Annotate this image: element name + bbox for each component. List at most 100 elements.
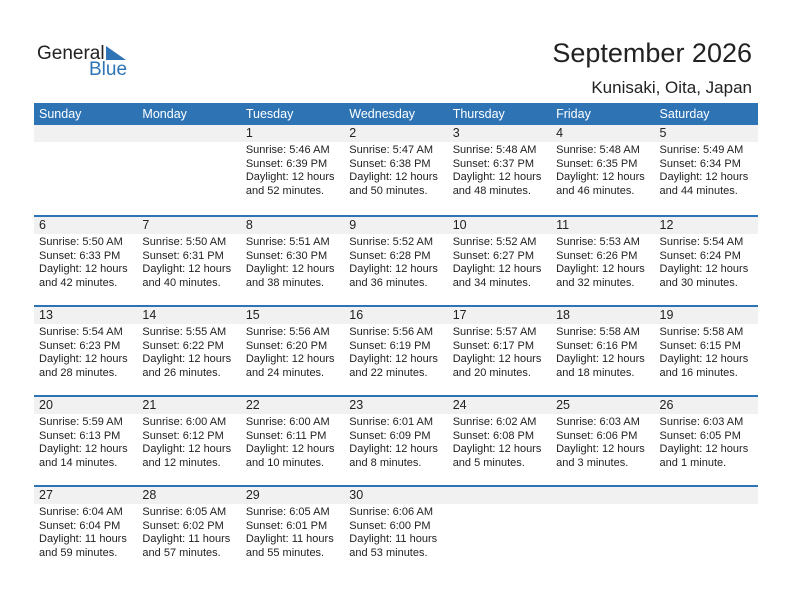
sunset-text: Sunset: 6:39 PM [245,157,328,170]
day-cell: 21 Sunrise: 6:00 AM Sunset: 6:12 PM Dayligh… [137,397,241,485]
week-row: 6 Sunrise: 5:50 AM Sunset: 6:33 PM Daylight… [34,215,758,305]
day-number: 18 [551,307,655,324]
day-cell: 18 Sunrise: 5:58 AM Sunset: 6:16 PM Dayligh… [551,307,655,395]
day-cell: 13 Sunrise: 5:54 AM Sunset: 6:23 PM Dayligh… [34,307,138,395]
daylight2-text: and 16 minutes. [659,366,738,379]
weekday-sunday: Sunday [39,107,82,121]
day-cell: 2 Sunrise: 5:47 AM Sunset: 6:38 PM Daylight… [344,125,448,215]
day-number: 9 [344,217,448,234]
sunset-text: Sunset: 6:35 PM [556,157,638,170]
daylight1-text: Daylight: 12 hours [245,443,335,455]
empty-cell [654,487,758,575]
day-cell: 27 Sunrise: 6:04 AM Sunset: 6:04 PM Dayligh… [34,487,138,575]
daylight2-text: and 34 minutes. [452,276,531,289]
calendar-grid: Sunday Monday Tuesday Wednesday Thursday Frid… [34,103,758,575]
sunrise-text: Sunrise: 5:48 AM [452,144,537,156]
daylight1-text: Daylight: 12 hours [659,171,749,183]
day-number [447,487,552,504]
sunset-text: Sunset: 6:24 PM [659,249,741,262]
daylight2-text: and 50 minutes. [349,184,428,197]
sunset-text: Sunset: 6:34 PM [659,157,741,170]
sunset-text: Sunset: 6:30 PM [245,249,328,262]
daylight1-text: Daylight: 12 hours [556,353,645,365]
day-number: 10 [447,217,552,234]
sunrise-text: Sunrise: 5:55 AM [142,326,227,338]
daylight2-text: and 20 minutes. [452,366,531,379]
day-number: 12 [654,217,758,234]
sunset-text: Sunset: 6:13 PM [39,429,121,442]
daylight2-text: and 22 minutes. [349,366,428,379]
daylight2-text: and 48 minutes. [452,184,531,197]
daylight1-text: Daylight: 12 hours [556,263,645,275]
sunrise-text: Sunrise: 5:54 AM [39,326,123,338]
sunrise-text: Sunrise: 5:57 AM [452,326,537,338]
sunset-text: Sunset: 6:17 PM [452,339,535,352]
sunrise-text: Sunrise: 6:03 AM [659,416,744,428]
sunrise-text: Sunrise: 5:51 AM [245,236,330,248]
sunset-text: Sunset: 6:26 PM [556,249,638,262]
daylight1-text: Daylight: 12 hours [349,263,438,275]
daylight2-text: and 14 minutes. [39,456,118,469]
day-number: 29 [240,487,345,504]
day-cell: 11 Sunrise: 5:53 AM Sunset: 6:26 PM Dayligh… [551,217,655,305]
sunset-text: Sunset: 6:11 PM [245,429,327,442]
daylight1-text: Daylight: 12 hours [349,171,438,183]
logo-text-blue: Blue [89,59,128,80]
sunrise-text: Sunrise: 6:02 AM [452,416,537,428]
sunset-text: Sunset: 6:15 PM [659,339,741,352]
day-cell: 22 Sunrise: 6:00 AM Sunset: 6:11 PM Dayligh… [240,397,345,485]
daylight1-text: Daylight: 12 hours [452,443,542,455]
weekday-saturday: Saturday [659,107,710,121]
day-number: 14 [137,307,241,324]
day-number: 26 [654,397,758,414]
daylight1-text: Daylight: 12 hours [452,263,542,275]
sunrise-text: Sunrise: 6:00 AM [245,416,330,428]
daylight2-text: and 5 minutes. [452,456,525,469]
day-cell: 9 Sunrise: 5:52 AM Sunset: 6:28 PM Daylight… [344,217,448,305]
daylight2-text: and 52 minutes. [245,184,325,197]
sunset-text: Sunset: 6:19 PM [349,339,431,352]
sunset-text: Sunset: 6:09 PM [349,429,431,442]
day-number: 15 [240,307,345,324]
day-number [137,125,241,142]
daylight2-text: and 30 minutes. [659,276,738,289]
sunrise-text: Sunrise: 6:04 AM [39,506,123,518]
daylight1-text: Daylight: 12 hours [659,263,749,275]
daylight2-text: and 53 minutes. [349,546,428,559]
sunrise-text: Sunrise: 5:47 AM [349,144,434,156]
daylight1-text: Daylight: 12 hours [142,443,232,455]
logo-triangle-icon [106,46,126,60]
day-number: 11 [551,217,655,234]
page-title: September 2026 [552,38,752,68]
weekday-tuesday: Tuesday [245,107,294,121]
sunrise-text: Sunrise: 5:50 AM [39,236,123,248]
day-number: 30 [344,487,448,504]
sunset-text: Sunset: 6:27 PM [452,249,535,262]
day-number: 8 [240,217,345,234]
weekday-friday: Friday [556,107,591,121]
daylight2-text: and 55 minutes. [245,546,325,559]
day-number: 6 [34,217,138,234]
daylight2-text: and 3 minutes. [556,456,629,469]
day-cell: 8 Sunrise: 5:51 AM Sunset: 6:30 PM Daylight… [240,217,345,305]
sunrise-text: Sunrise: 5:53 AM [556,236,640,248]
day-number: 7 [137,217,241,234]
logo-text-general: General [37,43,105,64]
day-cell: 1 Sunrise: 5:46 AM Sunset: 6:39 PM Daylight… [240,125,345,215]
daylight2-text: and 36 minutes. [349,276,428,289]
sunset-text: Sunset: 6:00 PM [349,519,431,532]
daylight2-text: and 8 minutes. [349,456,422,469]
day-number: 24 [447,397,552,414]
day-number: 21 [137,397,241,414]
day-cell: 30 Sunrise: 6:06 AM Sunset: 6:00 PM Dayligh… [344,487,448,575]
daylight2-text: and 18 minutes. [556,366,635,379]
daylight2-text: and 42 minutes. [39,276,118,289]
sunrise-text: Sunrise: 6:05 AM [245,506,330,518]
daylight1-text: Daylight: 12 hours [556,171,645,183]
daylight2-text: and 57 minutes. [142,546,221,559]
sunrise-text: Sunrise: 6:01 AM [349,416,434,428]
daylight1-text: Daylight: 12 hours [142,353,232,365]
daylight1-text: Daylight: 12 hours [452,353,542,365]
daylight1-text: Daylight: 12 hours [245,171,335,183]
sunrise-text: Sunrise: 5:58 AM [659,326,744,338]
